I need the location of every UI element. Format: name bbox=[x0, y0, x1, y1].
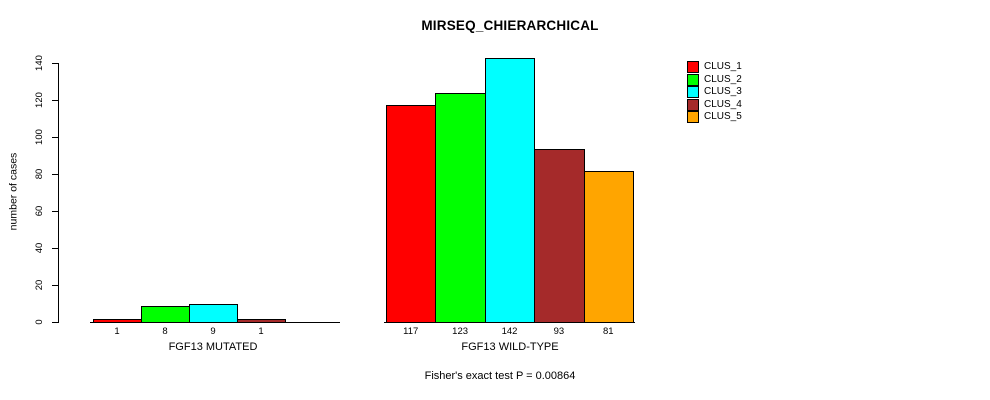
legend-label: CLUS_2 bbox=[704, 73, 742, 85]
y-axis-tick bbox=[52, 322, 58, 323]
y-axis-tick bbox=[52, 174, 58, 175]
bar-clus_1-wild-type bbox=[386, 105, 437, 323]
y-axis-tick bbox=[52, 211, 58, 212]
y-axis-tick-label: 20 bbox=[33, 279, 45, 291]
bar-value-label: 93 bbox=[553, 326, 565, 337]
legend-item-clus_5: CLUS_5 bbox=[687, 111, 742, 124]
legend-color-swatch bbox=[687, 111, 699, 124]
bar-value-label: 142 bbox=[501, 326, 518, 337]
bar-clus_4-wild-type bbox=[534, 149, 585, 323]
legend-label: CLUS_5 bbox=[704, 111, 742, 123]
bar-value-label: 9 bbox=[210, 326, 216, 337]
y-axis-tick-label: 120 bbox=[33, 92, 45, 108]
legend-item-clus_3: CLUS_3 bbox=[687, 86, 742, 99]
legend-item-clus_1: CLUS_1 bbox=[687, 61, 742, 74]
y-axis-tick-label: 60 bbox=[33, 205, 45, 217]
y-axis-title: number of cases bbox=[7, 152, 20, 231]
bar-clus_1-mutated bbox=[93, 319, 142, 323]
bar-clus_3-mutated bbox=[189, 304, 238, 323]
bar-clus_3-wild-type bbox=[484, 58, 536, 323]
legend-item-clus_2: CLUS_2 bbox=[687, 73, 742, 87]
legend-label: CLUS_4 bbox=[704, 98, 742, 110]
bar-value-label: 8 bbox=[162, 326, 168, 337]
bar-clus_2-wild-type bbox=[435, 93, 486, 323]
legend-color-swatch bbox=[687, 98, 699, 111]
legend-item-clus_4: CLUS_4 bbox=[687, 98, 742, 112]
bar-clus_5-wild-type bbox=[583, 171, 634, 323]
y-axis-tick-label: 100 bbox=[33, 129, 45, 145]
y-axis-tick-label: 40 bbox=[33, 242, 45, 254]
bar-value-label: 117 bbox=[403, 326, 419, 337]
legend-color-swatch bbox=[687, 86, 699, 99]
y-axis-tick bbox=[52, 248, 58, 249]
y-axis-tick-label: 140 bbox=[33, 55, 45, 71]
y-axis-tick bbox=[52, 285, 58, 286]
x-axis-group-label-wild-type: FGF13 WILD-TYPE bbox=[461, 341, 559, 353]
y-axis-tick bbox=[52, 63, 58, 64]
bar-value-label: 81 bbox=[603, 326, 614, 337]
y-axis-tick bbox=[52, 137, 58, 138]
bar-value-label: 1 bbox=[114, 326, 120, 337]
legend-label: CLUS_3 bbox=[704, 86, 742, 98]
bar-value-label: 1 bbox=[258, 326, 264, 337]
bar-clus_4-mutated bbox=[237, 319, 286, 323]
legend-color-swatch bbox=[687, 61, 699, 74]
x-axis-group-label-mutated: FGF13 MUTATED bbox=[168, 341, 258, 353]
legend-label: CLUS_1 bbox=[704, 61, 742, 73]
legend-color-swatch bbox=[687, 73, 699, 86]
stat-annotation: Fisher's exact test P = 0.00864 bbox=[424, 370, 576, 382]
legend: CLUS_1 CLUS_2 CLUS_3 CLUS_4 CLUS_5 bbox=[687, 61, 742, 124]
bar-value-label: 123 bbox=[452, 326, 469, 337]
chart-title: MIRSEQ_CHIERARCHICAL bbox=[421, 18, 599, 33]
y-axis-line bbox=[58, 63, 59, 323]
y-axis-tick-label: 80 bbox=[33, 168, 45, 180]
bar-clus_2-mutated bbox=[141, 306, 190, 323]
y-axis-tick-label: 0 bbox=[33, 319, 45, 325]
y-axis-tick bbox=[52, 100, 58, 101]
